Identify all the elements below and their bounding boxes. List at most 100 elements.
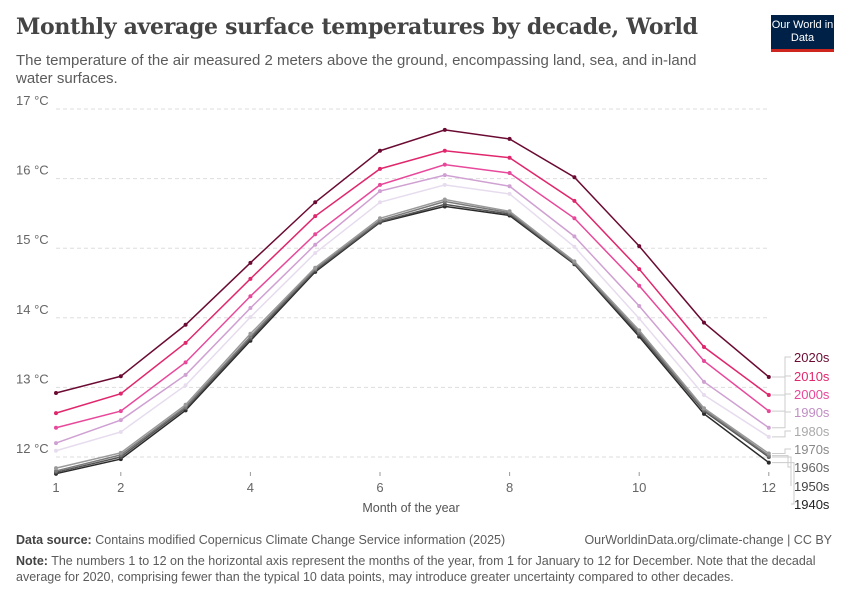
- data-point-1940s: [766, 460, 771, 465]
- data-point-2000s: [183, 360, 188, 365]
- data-point-1970s: [702, 406, 706, 411]
- data-point-2020s: [54, 390, 58, 395]
- data-point-2000s: [54, 425, 58, 430]
- data-point-1940s: [702, 411, 706, 416]
- data-point-1980s: [766, 434, 771, 439]
- series-line-1940s: [55, 205, 770, 475]
- data-point-1980s: [442, 182, 447, 187]
- data-point-2010s: [766, 393, 771, 398]
- legend-connector: [772, 448, 791, 455]
- note-text: The numbers 1 to 12 on the horizontal ax…: [16, 554, 816, 584]
- legend-connector: [772, 455, 791, 468]
- data-point-1980s: [572, 244, 577, 249]
- data-point-1980s: [248, 315, 253, 320]
- x-tick-label: 2: [117, 480, 124, 495]
- data-point-1990s: [572, 234, 577, 239]
- series-line-2010s: [55, 149, 770, 414]
- data-point-2010s: [54, 411, 58, 416]
- data-point-2010s: [183, 340, 188, 345]
- series-line-1970s: [55, 198, 770, 469]
- x-tick-label: 6: [376, 480, 383, 495]
- series-line-1950s: [55, 203, 770, 474]
- y-tick-label: 13 °C: [16, 371, 49, 386]
- data-point-1990s: [54, 441, 58, 446]
- legend-connector: [772, 462, 795, 505]
- legend-connector: [772, 356, 791, 378]
- data-point-1970s: [313, 265, 318, 270]
- data-point-1990s: [313, 242, 318, 247]
- note-label: Note:: [16, 554, 48, 568]
- data-point-1970s: [378, 216, 382, 221]
- legend-label-1940s: 1940s: [794, 497, 830, 512]
- data-point-2010s: [442, 148, 447, 153]
- y-tick-label: 14 °C: [16, 302, 49, 317]
- data-point-1970s: [637, 328, 642, 333]
- x-tick-label: 4: [247, 480, 254, 495]
- data-point-2020s: [637, 244, 642, 249]
- legend-label-1970s: 1970s: [794, 442, 830, 457]
- data-point-2000s: [378, 182, 382, 187]
- data-point-2000s: [313, 232, 318, 237]
- series-line-2020s: [55, 129, 770, 394]
- data-point-2020s: [118, 374, 123, 379]
- legend-label-1960s: 1960s: [794, 460, 830, 475]
- data-point-1970s: [183, 402, 188, 407]
- data-point-2010s: [572, 198, 577, 203]
- data-point-1990s: [766, 425, 771, 430]
- y-tick-label: 15 °C: [16, 232, 49, 247]
- data-point-1980s: [313, 251, 318, 256]
- data-point-1970s: [572, 259, 577, 264]
- data-point-1990s: [248, 306, 253, 311]
- data-point-2010s: [313, 214, 318, 219]
- data-point-1970s: [118, 450, 123, 455]
- chart-title: Monthly average surface temperatures by …: [16, 14, 698, 40]
- data-point-1970s: [442, 197, 447, 202]
- data-point-2020s: [572, 175, 577, 180]
- legend-connector: [772, 411, 791, 429]
- data-point-2010s: [248, 276, 253, 281]
- data-point-1990s: [637, 303, 642, 308]
- data-point-2020s: [507, 136, 512, 141]
- data-point-2000s: [572, 216, 577, 221]
- chart-subtitle: The temperature of the air measured 2 me…: [16, 52, 697, 87]
- x-tick-label: 8: [506, 480, 513, 495]
- y-tick-label: 16 °C: [16, 163, 49, 178]
- data-point-2000s: [702, 358, 706, 363]
- data-point-2020s: [378, 148, 382, 153]
- source-url[interactable]: OurWorldinData.org/climate-change | CC B…: [584, 533, 832, 547]
- data-point-2010s: [637, 267, 642, 272]
- data-point-2000s: [637, 283, 642, 288]
- data-point-1990s: [507, 184, 512, 189]
- y-tick-label: 12 °C: [16, 441, 49, 456]
- data-point-1990s: [378, 189, 382, 194]
- legend-connector: [772, 456, 792, 486]
- y-tick-label: 17 °C: [16, 93, 49, 108]
- data-point-2020s: [702, 320, 706, 325]
- data-point-2000s: [248, 294, 253, 299]
- data-point-2010s: [378, 166, 382, 171]
- data-source: Data source: Contains modified Copernicu…: [16, 533, 505, 547]
- x-axis-label: Month of the year: [362, 501, 459, 515]
- legend-connector: [772, 430, 791, 438]
- legend-label-1950s: 1950s: [794, 479, 830, 494]
- x-tick-label: 10: [632, 480, 646, 495]
- legend-label-2000s: 2000s: [794, 387, 830, 402]
- data-point-1980s: [54, 448, 58, 453]
- data-point-2010s: [507, 155, 512, 160]
- data-point-1980s: [507, 191, 512, 196]
- series-line-2000s: [55, 163, 770, 429]
- data-point-1980s: [118, 429, 123, 434]
- data-point-1970s: [507, 209, 512, 214]
- x-tick-label: 1: [52, 480, 59, 495]
- data-point-2020s: [183, 322, 188, 327]
- data-point-2010s: [702, 345, 706, 350]
- owid-logo[interactable]: Our World in Data: [771, 15, 834, 52]
- source-label: Data source:: [16, 533, 92, 547]
- legend-label-2020s: 2020s: [794, 350, 830, 365]
- data-point-1970s: [248, 331, 253, 336]
- legend-label-1980s: 1980s: [794, 424, 830, 439]
- legend-label-1990s: 1990s: [794, 405, 830, 420]
- series-line-1990s: [55, 174, 770, 444]
